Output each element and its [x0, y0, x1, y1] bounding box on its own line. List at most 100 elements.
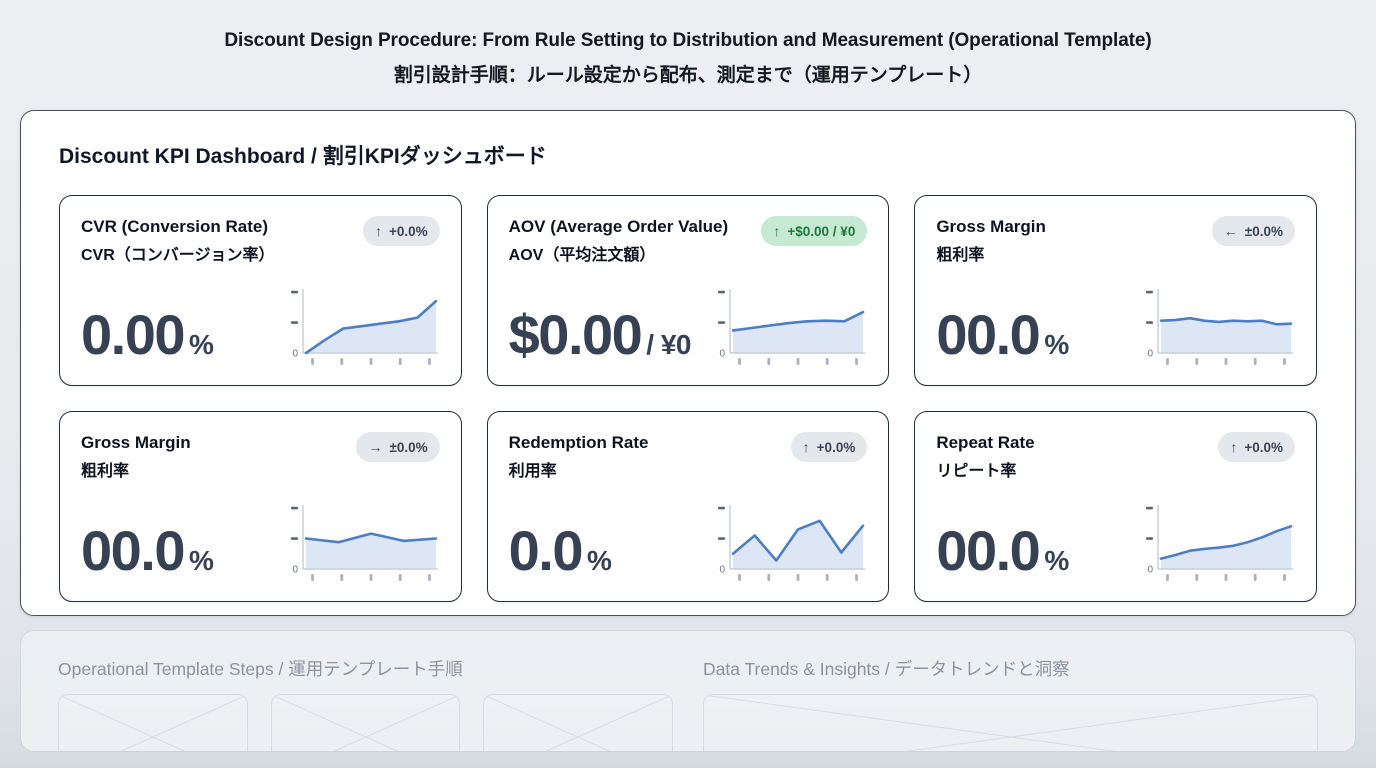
kpi-value-suffix: %	[587, 545, 612, 576]
kpi-delta-text: ±0.0%	[389, 439, 428, 455]
trend-arrow-icon: ↑	[773, 223, 781, 239]
sparkline-chart: 0	[718, 505, 866, 581]
wireframe-placeholder	[703, 694, 1318, 751]
kpi-title-ja: AOV（平均注文額）	[508, 247, 656, 265]
kpi-card-titles: AOV (Average Order Value) AOV（平均注文額）	[509, 216, 729, 265]
kpi-delta-badge: ↑ +0.0%	[363, 216, 440, 246]
kpi-card-body: 0.00% 0	[81, 285, 440, 371]
kpi-delta-text: ±0.0%	[1244, 223, 1283, 239]
trend-arrow-icon: ←	[1223, 223, 1238, 239]
kpi-delta-badge: ↑ +$0.00 / ¥0	[761, 216, 868, 246]
page-title-en: Discount Design Procedure: From Rule Set…	[224, 30, 1152, 51]
kpi-value-suffix: %	[1044, 545, 1069, 576]
kpi-delta-badge: ↑ +0.0%	[790, 432, 868, 462]
kpi-delta-badge: ↑ +0.0%	[1218, 432, 1295, 462]
kpi-value-main: 00.0	[81, 519, 186, 582]
svg-text:0: 0	[292, 565, 298, 576]
kpi-value-main: 00.0	[936, 519, 1041, 582]
kpi-value-suffix: %	[189, 545, 214, 576]
kpi-delta-badge: ← ±0.0%	[1211, 216, 1295, 246]
kpi-value-suffix: %	[189, 329, 214, 360]
kpi-title-ja: CVR（コンバージョン率）	[81, 247, 275, 265]
svg-text:0: 0	[720, 565, 726, 576]
kpi-value-main: 0.00	[81, 303, 186, 366]
sparkline-chart: 0	[718, 289, 866, 365]
kpi-value: 00.0%	[936, 307, 1069, 371]
kpi-card-header: Redemption Rate 利用率 ↑ +0.0%	[509, 432, 868, 481]
sparkline-chart: 0	[290, 289, 438, 365]
wireframe-placeholder	[483, 694, 674, 751]
wireframe-section: Operational Template Steps / 運用テンプレート手順 …	[20, 630, 1356, 752]
kpi-card: Repeat Rate リピート率 ↑ +0.0% 00.0% 0	[914, 411, 1317, 602]
operational-steps-heading: Operational Template Steps / 運用テンプレート手順	[58, 659, 463, 679]
kpi-delta-text: +0.0%	[1244, 439, 1283, 455]
kpi-value-main: 00.0	[936, 303, 1041, 366]
svg-text:0: 0	[292, 349, 298, 360]
trend-arrow-icon: ↑	[802, 439, 810, 455]
kpi-card: AOV (Average Order Value) AOV（平均注文額） ↑ +…	[486, 195, 890, 386]
kpi-card-header: Repeat Rate リピート率 ↑ +0.0%	[936, 432, 1295, 481]
kpi-card-body: 00.0% 0	[81, 501, 440, 587]
kpi-value: $0.00/ ¥0	[509, 307, 692, 371]
sparkline-chart: 0	[290, 505, 438, 581]
kpi-cards-grid: CVR (Conversion Rate) CVR（コンバージョン率） ↑ +0…	[59, 195, 1317, 602]
kpi-card-body: 00.0% 0	[936, 501, 1295, 587]
kpi-card: Gross Margin 粗利率 ← ±0.0% 00.0% 0	[914, 195, 1317, 386]
kpi-delta-text: +0.0%	[389, 223, 428, 239]
kpi-card-header: Gross Margin 粗利率 → ±0.0%	[81, 432, 440, 481]
kpi-card: CVR (Conversion Rate) CVR（コンバージョン率） ↑ +0…	[59, 195, 462, 386]
kpi-value-suffix: / ¥0	[646, 329, 691, 360]
sparkline-chart: 0	[1145, 505, 1293, 581]
kpi-value: 0.00%	[81, 307, 214, 371]
kpi-card-body: $0.00/ ¥0 0	[509, 285, 868, 371]
kpi-title-en: AOV (Average Order Value)	[508, 217, 729, 236]
kpi-card-titles: Redemption Rate 利用率	[509, 432, 649, 481]
kpi-title-en: Redemption Rate	[508, 433, 649, 452]
kpi-dashboard-panel: Discount KPI Dashboard / 割引KPIダッシュボード CV…	[20, 110, 1356, 616]
kpi-title-en: Gross Margin	[81, 433, 191, 452]
data-trends-placeholders	[703, 694, 1318, 751]
kpi-card-header: AOV (Average Order Value) AOV（平均注文額） ↑ +…	[509, 216, 868, 265]
trend-arrow-icon: →	[368, 439, 383, 455]
kpi-delta-badge: → ±0.0%	[356, 432, 440, 462]
kpi-card-body: 00.0% 0	[936, 285, 1295, 371]
kpi-card-header: Gross Margin 粗利率 ← ±0.0%	[936, 216, 1295, 265]
kpi-card-body: 0.0% 0	[509, 501, 868, 587]
kpi-delta-text: +$0.00 / ¥0	[787, 223, 856, 239]
dashboard-heading: Discount KPI Dashboard / 割引KPIダッシュボード	[59, 145, 547, 168]
kpi-title-ja: 粗利率	[936, 247, 985, 265]
kpi-value: 00.0%	[81, 523, 214, 587]
operational-steps-placeholders	[58, 694, 674, 751]
kpi-title-ja: 粗利率	[81, 463, 130, 481]
page-title: Discount Design Procedure: From Rule Set…	[0, 0, 1376, 87]
kpi-value: 00.0%	[936, 523, 1069, 587]
svg-text:0: 0	[1147, 349, 1153, 360]
kpi-value-suffix: %	[1044, 329, 1069, 360]
sparkline-chart: 0	[1145, 289, 1293, 365]
kpi-title-en: CVR (Conversion Rate)	[81, 217, 269, 236]
kpi-title-en: Repeat Rate	[936, 433, 1035, 452]
operational-steps-section: Operational Template Steps / 運用テンプレート手順	[58, 656, 674, 751]
wireframe-placeholder	[270, 694, 461, 751]
kpi-card-titles: Repeat Rate リピート率	[936, 432, 1034, 481]
kpi-card: Gross Margin 粗利率 → ±0.0% 00.0% 0	[59, 411, 462, 602]
kpi-card: Redemption Rate 利用率 ↑ +0.0% 0.0% 0	[486, 411, 890, 602]
kpi-value-main: $0.00	[508, 303, 643, 366]
kpi-title-ja: 利用率	[508, 463, 557, 481]
trend-arrow-icon: ↑	[1230, 439, 1238, 455]
trend-arrow-icon: ↑	[375, 223, 382, 239]
kpi-value-main: 0.0	[508, 519, 584, 582]
kpi-card-titles: Gross Margin 粗利率	[936, 216, 1046, 265]
kpi-delta-text: +0.0%	[816, 439, 856, 455]
page-title-ja: 割引設計手順：ルール設定から配布、測定まで（運用テンプレート）	[393, 65, 983, 86]
kpi-card-titles: CVR (Conversion Rate) CVR（コンバージョン率）	[81, 216, 274, 265]
kpi-card-header: CVR (Conversion Rate) CVR（コンバージョン率） ↑ +0…	[81, 216, 440, 265]
kpi-value: 0.0%	[509, 523, 612, 587]
kpi-card-titles: Gross Margin 粗利率	[81, 432, 191, 481]
wireframe-placeholder	[58, 694, 248, 751]
data-trends-section: Data Trends & Insights / データトレンドと洞察	[703, 656, 1318, 751]
data-trends-heading: Data Trends & Insights / データトレンドと洞察	[703, 659, 1070, 679]
svg-text:0: 0	[1147, 565, 1153, 576]
kpi-title-ja: リピート率	[936, 463, 1017, 481]
